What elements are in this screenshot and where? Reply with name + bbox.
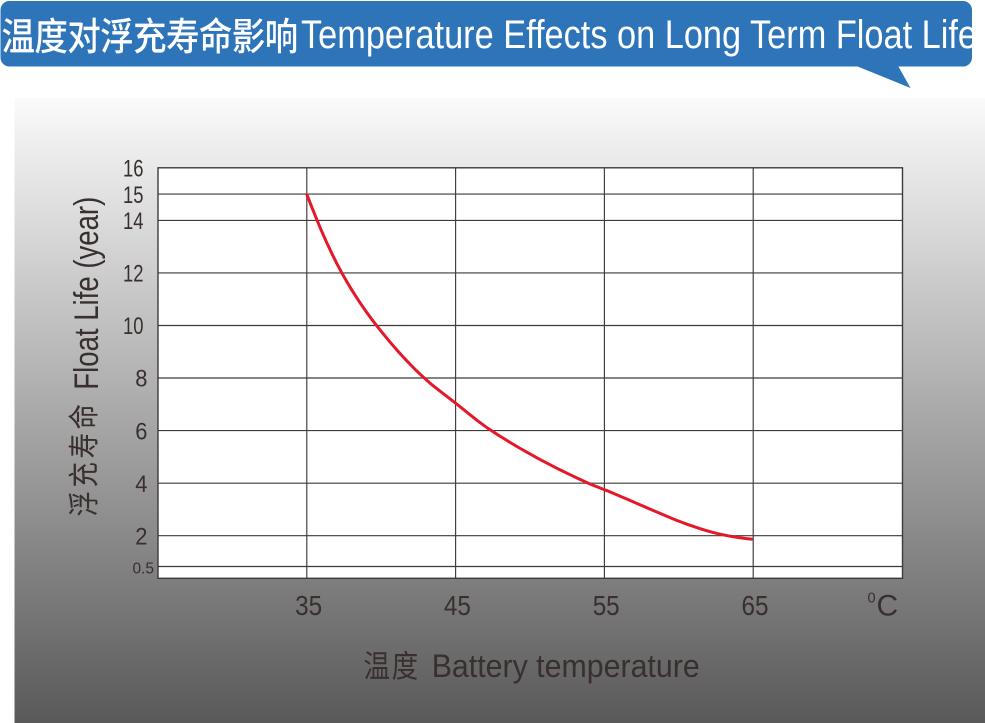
svg-text:C: C [877, 590, 899, 623]
svg-text:16: 16 [123, 156, 144, 183]
svg-text:55: 55 [593, 590, 620, 621]
svg-text:8: 8 [135, 366, 147, 393]
svg-text:Temperature Effects on Long Te: Temperature Effects on Long Term Float L… [301, 13, 977, 57]
svg-text:0: 0 [868, 591, 876, 607]
svg-text:4: 4 [135, 471, 147, 498]
svg-text:65: 65 [742, 590, 769, 621]
svg-text:14: 14 [123, 208, 144, 235]
svg-text:2: 2 [135, 523, 147, 550]
svg-text:10: 10 [123, 313, 144, 340]
svg-text:6: 6 [135, 418, 147, 445]
svg-text:35: 35 [295, 590, 322, 621]
svg-text:45: 45 [444, 590, 471, 621]
svg-text:Battery temperature: Battery temperature [432, 648, 700, 684]
svg-text:15: 15 [123, 182, 144, 209]
svg-text:0.5: 0.5 [132, 561, 154, 578]
svg-text:12: 12 [123, 261, 144, 288]
svg-text:Float Life (year): Float Life (year) [68, 197, 106, 390]
